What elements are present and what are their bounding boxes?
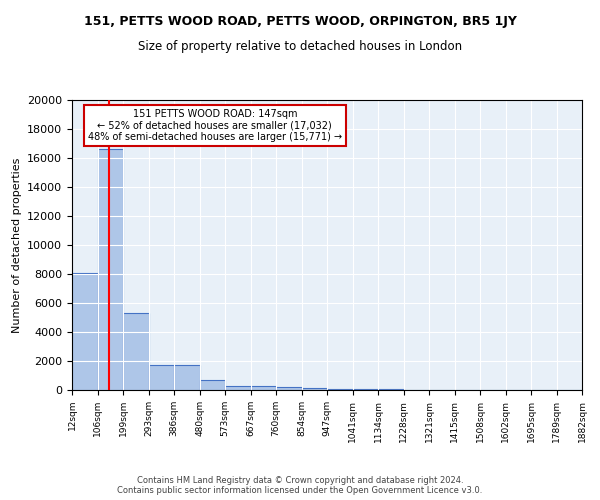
- Bar: [353, 389, 378, 390]
- Y-axis label: Number of detached properties: Number of detached properties: [11, 158, 22, 332]
- Bar: [302, 388, 327, 390]
- Bar: [251, 386, 276, 390]
- Text: 151 PETTS WOOD ROAD: 147sqm
← 52% of detached houses are smaller (17,032)
48% of: 151 PETTS WOOD ROAD: 147sqm ← 52% of det…: [88, 108, 342, 142]
- Bar: [327, 388, 353, 390]
- Bar: [98, 150, 123, 390]
- Bar: [200, 380, 225, 390]
- Bar: [174, 364, 200, 390]
- Text: 151, PETTS WOOD ROAD, PETTS WOOD, ORPINGTON, BR5 1JY: 151, PETTS WOOD ROAD, PETTS WOOD, ORPING…: [83, 15, 517, 28]
- Bar: [149, 364, 174, 390]
- Bar: [276, 387, 302, 390]
- Bar: [225, 386, 251, 390]
- Text: Size of property relative to detached houses in London: Size of property relative to detached ho…: [138, 40, 462, 53]
- Bar: [123, 313, 149, 390]
- Text: Contains HM Land Registry data © Crown copyright and database right 2024.
Contai: Contains HM Land Registry data © Crown c…: [118, 476, 482, 495]
- Bar: [72, 272, 98, 390]
